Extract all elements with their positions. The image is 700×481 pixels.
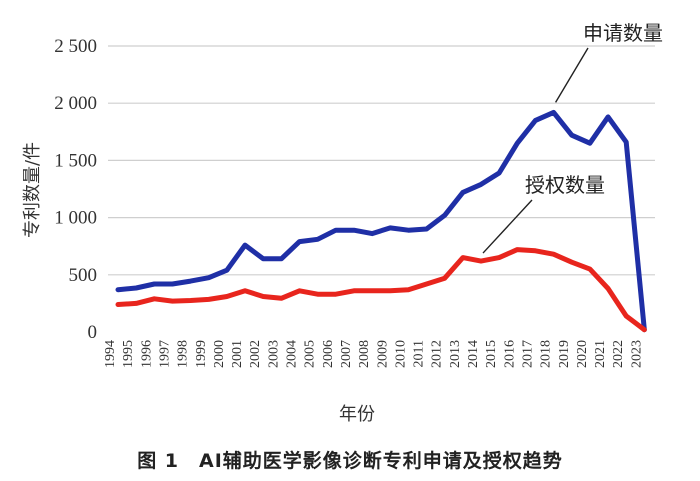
x-tick-label: 1998 <box>176 340 191 368</box>
x-tick-label: 2008 <box>357 340 372 368</box>
y-tick-label: 1 500 <box>54 150 97 171</box>
x-tick-label: 2017 <box>520 340 535 368</box>
leader-line <box>554 47 589 103</box>
y-tick-label: 500 <box>69 265 98 286</box>
x-tick-label: 2006 <box>321 340 336 368</box>
x-tick-label: 2004 <box>285 340 300 368</box>
x-tick-label: 2007 <box>339 340 354 368</box>
x-tick-label: 2001 <box>230 340 245 368</box>
x-tick-label: 2023 <box>629 340 644 368</box>
x-tick-label: 2011 <box>412 340 427 367</box>
series-annotation-grants: 授权数量 <box>525 173 605 197</box>
x-tick-label: 2010 <box>393 340 408 368</box>
x-tick-label: 2015 <box>484 340 499 368</box>
y-tick-label: 2 500 <box>54 36 97 57</box>
x-tick-label: 2013 <box>448 340 463 368</box>
x-tick-label: 1997 <box>157 340 172 368</box>
x-tick-label: 2009 <box>375 340 390 368</box>
annotation-leaders <box>482 47 589 254</box>
x-tick-label: 1999 <box>194 340 209 368</box>
series-annotation-applications: 申请数量 <box>583 21 663 45</box>
y-axis-ticks: 0 500 1 000 1 500 2 000 2 500 <box>54 36 97 343</box>
x-tick-label: 1996 <box>139 340 154 368</box>
x-tick-label: 1994 <box>103 340 118 368</box>
x-tick-label: 2020 <box>575 340 590 368</box>
x-axis-ticks: 1994 1995 1996 1997 1998 1999 2000 2001 2002 2003… <box>103 340 644 368</box>
series-lines <box>115 109 647 333</box>
y-tick-label: 1 000 <box>54 208 97 229</box>
gridlines <box>108 45 655 276</box>
series-line <box>115 109 647 333</box>
x-axis-title: 年份 <box>339 404 375 425</box>
x-tick-label: 2000 <box>212 340 227 368</box>
y-tick-label: 2 000 <box>54 93 97 114</box>
y-axis-title: 专利数量/件 <box>22 142 43 238</box>
x-tick-label: 2022 <box>611 340 626 368</box>
x-tick-label: 1995 <box>121 340 136 368</box>
x-tick-label: 2021 <box>593 340 608 368</box>
x-tick-label: 2002 <box>248 340 263 368</box>
figure-caption: 图 1 AI辅助医学影像诊断专利申请及授权趋势 <box>137 450 563 472</box>
leader-line <box>482 199 533 254</box>
x-tick-label: 2019 <box>557 340 572 368</box>
x-tick-label: 2012 <box>430 340 445 368</box>
x-tick-label: 2018 <box>539 340 554 368</box>
x-tick-label: 2003 <box>266 340 281 368</box>
x-tick-label: 2005 <box>303 340 318 368</box>
x-tick-label: 2016 <box>502 340 517 368</box>
x-tick-label: 2014 <box>466 340 481 368</box>
y-tick-label: 0 <box>88 322 98 343</box>
series-line <box>115 247 647 333</box>
